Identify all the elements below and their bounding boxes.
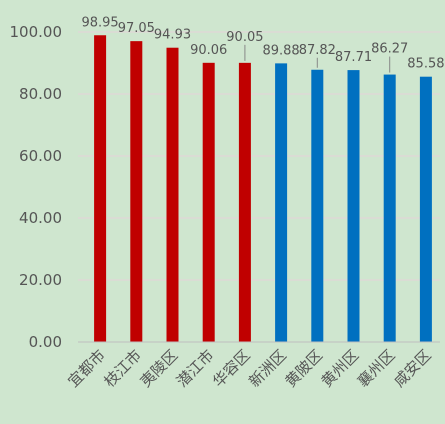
value-label: 85.58 [407, 57, 444, 72]
bar [202, 62, 215, 343]
y-tick-label: 20.00 [19, 271, 62, 289]
bar [166, 47, 179, 342]
bar [130, 41, 143, 343]
category-label: 潜江市 [173, 346, 218, 391]
bar [311, 69, 324, 343]
value-label: 87.82 [299, 43, 336, 58]
category-label: 襄州区 [354, 346, 399, 391]
category-label: 枝江市 [101, 346, 146, 391]
bar [347, 70, 360, 342]
value-label: 98.95 [81, 15, 118, 30]
value-label: 90.05 [226, 30, 263, 45]
bar [238, 62, 251, 342]
y-tick-label: 80.00 [19, 85, 62, 103]
category-label: 黄陂区 [282, 346, 327, 391]
y-tick-label: 60.00 [19, 147, 62, 165]
bar [94, 35, 107, 342]
category-label: 新洲区 [245, 346, 290, 391]
category-label: 宜都市 [64, 346, 109, 391]
category-label: 咸安区 [390, 346, 435, 391]
value-label: 94.93 [154, 28, 191, 43]
y-tick-label: 0.00 [29, 333, 62, 351]
category-label: 夷陵区 [137, 346, 182, 391]
category-label: 黄州区 [318, 346, 363, 391]
value-label: 86.27 [371, 42, 408, 57]
value-label: 90.06 [190, 43, 227, 58]
value-label: 89.88 [262, 43, 299, 58]
category-label: 华容区 [209, 346, 254, 391]
y-tick-label: 100.00 [10, 23, 63, 41]
value-label: 87.71 [335, 50, 372, 65]
value-label: 97.05 [118, 21, 155, 36]
bar [383, 74, 396, 343]
bar [419, 76, 432, 343]
y-tick-label: 40.00 [19, 209, 62, 227]
bar [275, 63, 288, 342]
